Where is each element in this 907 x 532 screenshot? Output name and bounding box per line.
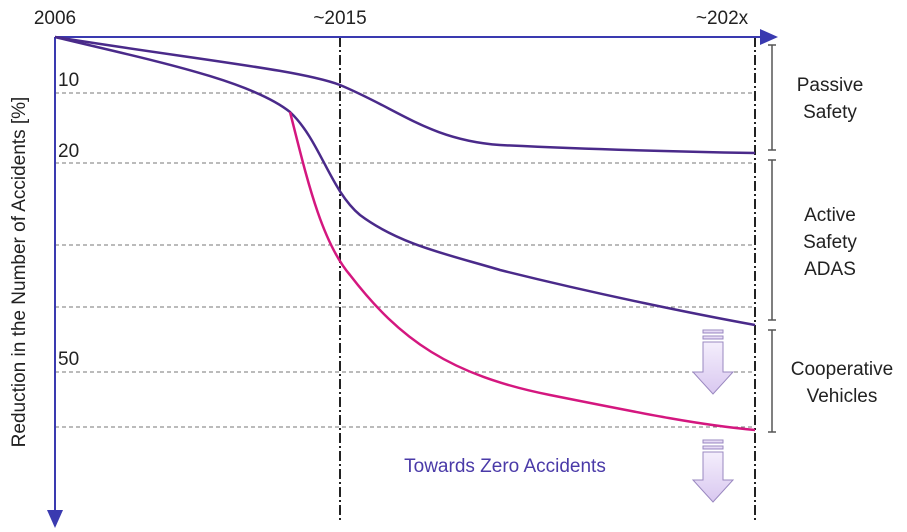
y-title: Reduction in the Number of Accidents [%] xyxy=(9,97,30,448)
passive-curve xyxy=(54,35,756,155)
grid xyxy=(55,92,755,428)
segment-label: Safety xyxy=(803,102,857,123)
brackets xyxy=(768,44,776,433)
x-label: ~202x xyxy=(696,8,749,29)
segment-label: ADAS xyxy=(804,259,856,280)
x-label: 2006 xyxy=(34,8,76,29)
segment-label: Vehicles xyxy=(807,386,878,407)
y-label: 20 xyxy=(58,141,79,162)
segment-label: Cooperative xyxy=(791,359,893,380)
y-label: 50 xyxy=(58,349,79,370)
down-arrows xyxy=(691,329,735,503)
segment-label: Active xyxy=(804,205,856,226)
cooperative-curve xyxy=(288,111,756,432)
x-label: ~2015 xyxy=(313,8,366,29)
annotation: Towards Zero Accidents xyxy=(404,456,606,477)
segment-label: Passive xyxy=(797,75,864,96)
segment-label: Safety xyxy=(803,232,857,253)
active-curve xyxy=(54,35,756,327)
y-label: 10 xyxy=(58,70,79,91)
